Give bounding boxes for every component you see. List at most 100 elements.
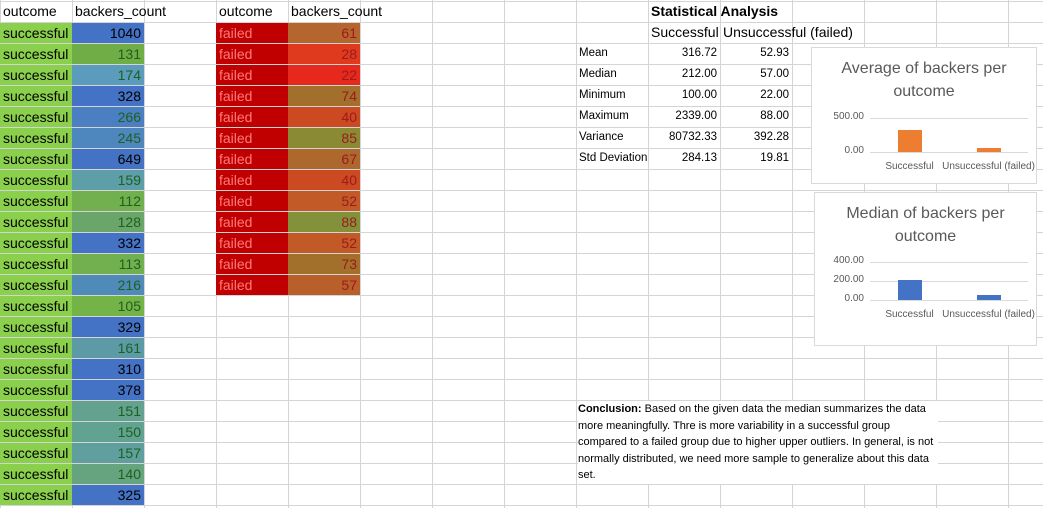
stats-label[interactable]: Minimum	[579, 89, 626, 101]
table-row-backers[interactable]: 174	[72, 65, 144, 85]
stats-successful-value[interactable]: 284.13	[681, 152, 717, 164]
table-row-outcome[interactable]: successful	[0, 464, 72, 484]
failed-row-backers[interactable]: 74	[288, 86, 360, 106]
stats-col-successful[interactable]: Successful	[651, 24, 719, 40]
failed-row-outcome[interactable]: failed	[216, 233, 288, 253]
failed-row-backers[interactable]: 52	[288, 233, 360, 253]
failed-row-backers[interactable]: 40	[288, 107, 360, 127]
stats-successful-value[interactable]: 80732.33	[669, 131, 717, 143]
failed-row-outcome[interactable]: failed	[216, 23, 288, 43]
stats-label[interactable]: Maximum	[579, 110, 629, 122]
table-row-outcome[interactable]: successful	[0, 212, 72, 232]
table-row-backers[interactable]: 328	[72, 86, 144, 106]
table-row-backers[interactable]: 105	[72, 296, 144, 316]
table-row-outcome[interactable]: successful	[0, 254, 72, 274]
failed-row-outcome[interactable]: failed	[216, 65, 288, 85]
stats-label[interactable]: Variance	[579, 131, 624, 143]
stats-failed-value[interactable]: 22.00	[760, 89, 789, 101]
failed-row-outcome[interactable]: failed	[216, 149, 288, 169]
table-row-backers[interactable]: 151	[72, 401, 144, 421]
table-row-backers[interactable]: 128	[72, 212, 144, 232]
stats-title[interactable]: Statistical Analysis	[651, 3, 779, 19]
table-row-outcome[interactable]: successful	[0, 443, 72, 463]
stats-successful-value[interactable]: 212.00	[681, 68, 717, 80]
table-row-backers[interactable]: 266	[72, 107, 144, 127]
failed-row-outcome[interactable]: failed	[216, 212, 288, 232]
table-row-outcome[interactable]: successful	[0, 65, 72, 85]
stats-label[interactable]: Median	[579, 68, 617, 80]
table-row-outcome[interactable]: successful	[0, 23, 72, 43]
stats-failed-value[interactable]: 52.93	[760, 47, 789, 59]
failed-row-outcome[interactable]: failed	[216, 254, 288, 274]
table-row-backers[interactable]: 378	[72, 380, 144, 400]
table-row-backers[interactable]: 157	[72, 443, 144, 463]
table-row-outcome[interactable]: successful	[0, 149, 72, 169]
table-row-outcome[interactable]: successful	[0, 380, 72, 400]
table-row-backers[interactable]: 159	[72, 170, 144, 190]
stats-failed-value[interactable]: 19.81	[760, 152, 789, 164]
failed-row-backers[interactable]: 67	[288, 149, 360, 169]
table-row-outcome[interactable]: successful	[0, 275, 72, 295]
table-row-backers[interactable]: 329	[72, 317, 144, 337]
failed-row-backers[interactable]: 22	[288, 65, 360, 85]
conclusion-text[interactable]: Conclusion: Based on the given data the …	[578, 401, 938, 484]
failed-row-outcome[interactable]: failed	[216, 86, 288, 106]
table-row-backers[interactable]: 113	[72, 254, 144, 274]
table-row-outcome[interactable]: successful	[0, 86, 72, 106]
stats-successful-value[interactable]: 2339.00	[675, 110, 717, 122]
table-row-outcome[interactable]: successful	[0, 422, 72, 442]
failed-row-backers[interactable]: 40	[288, 170, 360, 190]
failed-row-backers[interactable]: 52	[288, 191, 360, 211]
table-row-outcome[interactable]: successful	[0, 191, 72, 211]
table-row-backers[interactable]: 150	[72, 422, 144, 442]
table-row-backers[interactable]: 112	[72, 191, 144, 211]
table-row-backers[interactable]: 161	[72, 338, 144, 358]
stats-successful-value[interactable]: 100.00	[681, 89, 717, 101]
median-backers-chart[interactable]: Median of backers per outcome 400.00 200.0…	[814, 192, 1037, 346]
table-row-backers[interactable]: 1040	[72, 23, 144, 43]
failed-row-outcome[interactable]: failed	[216, 128, 288, 148]
stats-successful-value[interactable]: 316.72	[681, 47, 717, 59]
table-row-outcome[interactable]: successful	[0, 128, 72, 148]
header-outcome-2[interactable]: outcome	[219, 3, 273, 19]
table-row-outcome[interactable]: successful	[0, 296, 72, 316]
table-row-backers[interactable]: 216	[72, 275, 144, 295]
table-row-backers[interactable]: 325	[72, 485, 144, 505]
table-row-backers[interactable]: 332	[72, 233, 144, 253]
failed-row-backers[interactable]: 85	[288, 128, 360, 148]
header-backers-count[interactable]: backers_count	[75, 3, 167, 19]
stats-col-failed[interactable]: Unsuccessful (failed)	[723, 24, 853, 40]
failed-row-backers[interactable]: 73	[288, 254, 360, 274]
table-row-outcome[interactable]: successful	[0, 401, 72, 421]
header-backers-count-2[interactable]: backers_count	[291, 3, 383, 19]
table-row-outcome[interactable]: successful	[0, 485, 72, 505]
table-row-backers[interactable]: 131	[72, 44, 144, 64]
failed-row-outcome[interactable]: failed	[216, 275, 288, 295]
header-outcome[interactable]: outcome	[3, 3, 57, 19]
failed-row-backers[interactable]: 61	[288, 23, 360, 43]
stats-label[interactable]: Mean	[579, 47, 608, 59]
table-row-outcome[interactable]: successful	[0, 317, 72, 337]
table-row-outcome[interactable]: successful	[0, 359, 72, 379]
table-row-outcome[interactable]: successful	[0, 44, 72, 64]
table-row-backers[interactable]: 245	[72, 128, 144, 148]
stats-failed-value[interactable]: 392.28	[753, 131, 789, 143]
stats-failed-value[interactable]: 88.00	[760, 110, 789, 122]
failed-row-outcome[interactable]: failed	[216, 107, 288, 127]
failed-row-backers[interactable]: 28	[288, 44, 360, 64]
table-row-outcome[interactable]: successful	[0, 107, 72, 127]
failed-row-outcome[interactable]: failed	[216, 191, 288, 211]
table-row-backers[interactable]: 310	[72, 359, 144, 379]
failed-row-outcome[interactable]: failed	[216, 44, 288, 64]
table-row-outcome[interactable]: successful	[0, 233, 72, 253]
table-row-outcome[interactable]: successful	[0, 338, 72, 358]
failed-row-backers[interactable]: 57	[288, 275, 360, 295]
table-row-outcome[interactable]: successful	[0, 170, 72, 190]
average-backers-chart[interactable]: Average of backers per outcome 500.00 0.00…	[811, 47, 1037, 184]
table-row-backers[interactable]: 140	[72, 464, 144, 484]
stats-label[interactable]: Std Deviation	[579, 152, 648, 164]
stats-failed-value[interactable]: 57.00	[760, 68, 789, 80]
table-row-backers[interactable]: 649	[72, 149, 144, 169]
failed-row-outcome[interactable]: failed	[216, 170, 288, 190]
